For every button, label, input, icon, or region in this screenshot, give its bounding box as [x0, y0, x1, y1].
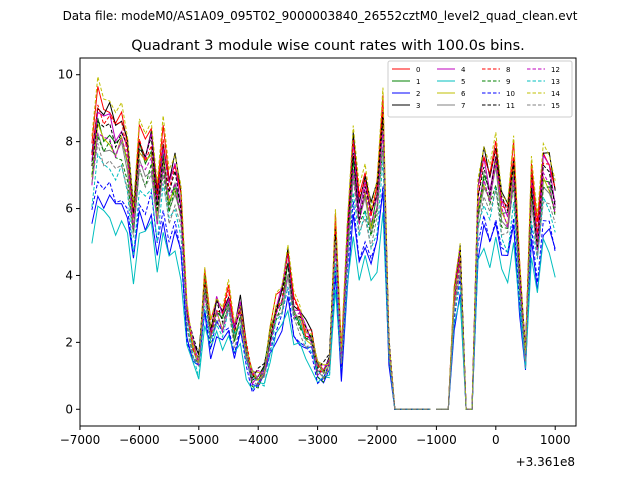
series-line-0 — [436, 140, 556, 410]
x-tick-label: −3000 — [297, 433, 338, 447]
plot-frame — [79, 57, 577, 427]
y-axis: 0 2 4 6 8 10 — [58, 68, 80, 416]
series-line-13 — [436, 187, 556, 410]
series-line-11 — [91, 118, 431, 410]
x-tick-label: −4000 — [238, 433, 279, 447]
legend-label-13: 13 — [551, 78, 560, 86]
legend-label-5: 5 — [461, 78, 465, 86]
series-line-12 — [91, 131, 431, 410]
x-tick-label: −5000 — [179, 433, 220, 447]
legend-label-10: 10 — [506, 90, 515, 98]
legend-label-1: 1 — [416, 78, 420, 86]
y-tick-label: 10 — [58, 68, 73, 82]
y-tick-label: 0 — [65, 402, 73, 416]
series-line-15 — [91, 143, 431, 410]
series-line-14 — [91, 76, 431, 410]
series-line-13 — [91, 152, 431, 410]
legend-label-4: 4 — [461, 66, 466, 74]
y-tick-label: 6 — [65, 202, 73, 216]
y-tick-label: 8 — [65, 135, 73, 149]
series-line-0 — [91, 86, 431, 410]
x-axis-offset-label: +3.361e8 — [516, 455, 575, 469]
x-tick-label: −1000 — [416, 433, 457, 447]
series-line-9 — [91, 134, 431, 410]
series-line-12 — [436, 161, 556, 410]
x-tick-label: 1000 — [540, 433, 571, 447]
legend-label-2: 2 — [416, 90, 420, 98]
legend-label-9: 9 — [506, 78, 510, 86]
x-tick-label: −7000 — [60, 433, 101, 447]
chart-title: Quadrant 3 module wise count rates with … — [131, 38, 525, 54]
series-layer — [91, 76, 556, 410]
legend-label-7: 7 — [461, 102, 465, 110]
legend-label-11: 11 — [506, 102, 515, 110]
y-tick-label: 2 — [65, 335, 73, 349]
series-line-14 — [436, 132, 556, 410]
series-line-10 — [91, 180, 431, 410]
figure-suptitle: Data file: modeM0/AS1A09_095T02_90000038… — [63, 9, 578, 23]
legend-label-6: 6 — [461, 90, 466, 98]
x-tick-label: −2000 — [357, 433, 398, 447]
x-tick-label: 0 — [492, 433, 500, 447]
series-line-5 — [436, 236, 556, 410]
legend-label-15: 15 — [551, 102, 560, 110]
legend-box — [387, 60, 573, 118]
y-tick-label: 4 — [65, 268, 73, 282]
legend-label-8: 8 — [506, 66, 510, 74]
x-tick-label: −6000 — [119, 433, 160, 447]
legend-label-14: 14 — [551, 90, 560, 98]
series-line-2 — [436, 221, 556, 410]
legend-label-3: 3 — [416, 102, 420, 110]
series-line-2 — [91, 190, 431, 410]
legend-label-12: 12 — [551, 66, 560, 74]
series-line-5 — [91, 205, 431, 410]
x-axis: −7000 −6000 −5000 −4000 −3000 −2000 −1000 0 1000 — [60, 426, 571, 447]
legend-label-0: 0 — [416, 66, 420, 74]
